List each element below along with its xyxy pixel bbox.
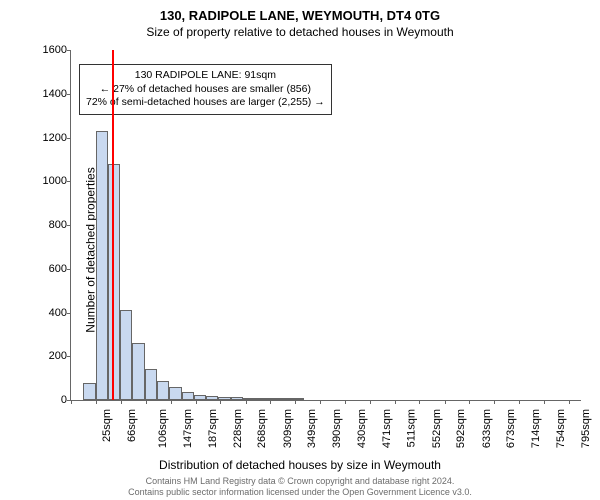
y-tick-mark	[67, 94, 71, 95]
annotation-line1: 130 RADIPOLE LANE: 91sqm	[86, 69, 325, 83]
y-tick-mark	[67, 313, 71, 314]
histogram-bar	[206, 396, 218, 400]
y-tick-mark	[67, 138, 71, 139]
annotation-line3: 72% of semi-detached houses are larger (…	[86, 96, 325, 110]
x-tick-label: 552sqm	[431, 409, 443, 448]
x-tick-mark	[171, 400, 172, 404]
x-tick-mark	[270, 400, 271, 404]
x-tick-label: 714sqm	[531, 409, 543, 448]
x-tick-mark	[395, 400, 396, 404]
histogram-bar	[268, 398, 280, 400]
x-tick-mark	[370, 400, 371, 404]
x-tick-label: 187sqm	[207, 409, 219, 448]
x-tick-mark	[220, 400, 221, 404]
x-tick-mark	[320, 400, 321, 404]
x-axis-label: Distribution of detached houses by size …	[0, 458, 600, 472]
x-tick-label: 795sqm	[580, 409, 592, 448]
x-tick-label: 390sqm	[331, 409, 343, 448]
histogram-bar	[255, 398, 267, 400]
x-tick-label: 66sqm	[126, 409, 138, 442]
y-tick-mark	[67, 50, 71, 51]
x-tick-mark	[519, 400, 520, 404]
x-tick-mark	[295, 400, 296, 404]
x-tick-mark	[445, 400, 446, 404]
x-tick-mark	[96, 400, 97, 404]
x-tick-label: 511sqm	[405, 409, 417, 447]
histogram-bar	[83, 383, 95, 401]
y-tick-mark	[67, 356, 71, 357]
x-tick-label: 228sqm	[232, 409, 244, 448]
x-tick-mark	[544, 400, 545, 404]
x-tick-label: 349sqm	[306, 409, 318, 448]
histogram-bar	[292, 398, 304, 400]
x-tick-label: 268sqm	[256, 409, 268, 448]
histogram-bar	[145, 369, 157, 400]
footer-line2: Contains public sector information licen…	[0, 487, 600, 498]
x-tick-label: 471sqm	[381, 409, 393, 448]
x-tick-mark	[196, 400, 197, 404]
y-tick-mark	[67, 269, 71, 270]
x-tick-mark	[419, 400, 420, 404]
histogram-bar	[96, 131, 108, 400]
x-tick-mark	[569, 400, 570, 404]
histogram-bar	[132, 343, 144, 400]
chart-plot-area: 130 RADIPOLE LANE: 91sqm ← 27% of detach…	[70, 50, 581, 401]
x-tick-mark	[246, 400, 247, 404]
histogram-bar	[218, 397, 230, 400]
chart-footer: Contains HM Land Registry data © Crown c…	[0, 476, 600, 498]
x-tick-mark	[121, 400, 122, 404]
x-tick-mark	[345, 400, 346, 404]
y-tick-mark	[67, 225, 71, 226]
x-tick-label: 673sqm	[505, 409, 517, 448]
x-tick-label: 309sqm	[282, 409, 294, 448]
x-tick-mark	[469, 400, 470, 404]
chart-title: 130, RADIPOLE LANE, WEYMOUTH, DT4 0TG	[0, 0, 600, 23]
x-tick-label: 106sqm	[157, 409, 169, 448]
x-tick-mark	[71, 400, 72, 404]
x-tick-label: 592sqm	[456, 409, 468, 448]
x-tick-label: 633sqm	[481, 409, 493, 448]
histogram-bar	[108, 164, 120, 400]
x-tick-label: 430sqm	[356, 409, 368, 448]
y-tick-mark	[67, 181, 71, 182]
x-tick-label: 754sqm	[555, 409, 567, 448]
x-tick-mark	[494, 400, 495, 404]
chart-subtitle: Size of property relative to detached ho…	[0, 23, 600, 39]
annotation-line2: ← 27% of detached houses are smaller (85…	[86, 83, 325, 97]
x-tick-label: 147sqm	[182, 409, 194, 448]
histogram-bar	[194, 395, 206, 400]
histogram-bar	[231, 397, 243, 400]
histogram-bar	[120, 310, 132, 400]
chart-annotation-box: 130 RADIPOLE LANE: 91sqm ← 27% of detach…	[79, 64, 332, 115]
histogram-bar	[280, 398, 292, 400]
property-marker-line	[112, 50, 114, 400]
histogram-bar	[243, 398, 255, 400]
histogram-bar	[169, 387, 181, 400]
histogram-bar	[157, 381, 169, 400]
footer-line1: Contains HM Land Registry data © Crown c…	[0, 476, 600, 487]
x-tick-label: 25sqm	[101, 409, 113, 442]
x-tick-mark	[146, 400, 147, 404]
histogram-bar	[182, 392, 194, 400]
